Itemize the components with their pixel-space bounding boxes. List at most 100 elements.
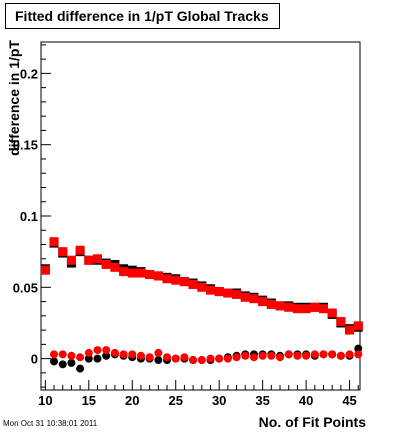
circle-marker — [267, 351, 276, 360]
square-marker — [266, 299, 276, 309]
circle-marker — [336, 351, 345, 360]
circle-marker — [67, 358, 76, 367]
circle-marker — [232, 353, 241, 362]
square-marker — [145, 269, 155, 279]
circle-marker — [163, 353, 172, 362]
square-marker — [345, 325, 355, 335]
circle-marker — [354, 350, 363, 359]
circle-marker — [145, 353, 154, 362]
square-marker — [66, 255, 76, 265]
circle-marker — [119, 350, 128, 359]
square-marker — [101, 259, 111, 269]
square-marker — [284, 302, 294, 312]
chart-title: Fitted difference in 1/pT Global Tracks — [5, 3, 280, 29]
circle-marker — [310, 350, 319, 359]
circle-marker — [189, 356, 198, 365]
square-marker — [310, 302, 320, 312]
square-marker — [75, 245, 85, 255]
circle-marker — [154, 356, 163, 365]
square-marker — [258, 297, 268, 307]
y-tick-label: 0.1 — [20, 209, 38, 224]
circle-marker — [84, 348, 93, 357]
square-marker — [232, 289, 242, 299]
circle-marker — [102, 346, 111, 355]
circle-marker — [93, 354, 102, 363]
y-tick-label: 0.05 — [13, 280, 38, 295]
circle-marker — [84, 354, 93, 363]
circle-marker — [154, 348, 163, 357]
square-marker — [92, 254, 102, 264]
circle-marker — [249, 353, 258, 362]
circle-marker — [50, 357, 59, 366]
circle-marker — [93, 346, 102, 355]
square-marker — [188, 279, 198, 289]
circle-marker — [345, 350, 354, 359]
y-tick-label: 0.15 — [13, 138, 38, 153]
series-2 — [40, 237, 363, 335]
series-4 — [50, 346, 363, 365]
circle-marker — [128, 350, 137, 359]
square-marker — [249, 294, 259, 304]
square-marker — [318, 304, 328, 314]
circle-marker — [293, 351, 302, 360]
circle-marker — [76, 353, 85, 362]
square-marker — [353, 321, 363, 331]
square-marker — [336, 317, 346, 327]
x-tick-label: 25 — [168, 393, 182, 408]
footer-timestamp: Mon Oct 31 10:38:01 2011 — [3, 419, 98, 428]
square-marker — [214, 287, 224, 297]
square-marker — [84, 255, 94, 265]
y-tick-label: 0.2 — [20, 66, 38, 81]
circle-marker — [319, 350, 328, 359]
circle-marker — [284, 350, 293, 359]
circle-marker — [215, 354, 224, 363]
circle-marker — [328, 350, 337, 359]
circle-marker — [58, 350, 67, 359]
square-marker — [110, 262, 120, 272]
circle-marker — [197, 356, 206, 365]
square-marker — [153, 271, 163, 281]
circle-marker — [67, 351, 76, 360]
x-tick-label: 10 — [38, 393, 52, 408]
square-marker — [127, 268, 137, 278]
circle-marker — [276, 353, 285, 362]
circle-marker — [171, 354, 180, 363]
square-marker — [179, 277, 189, 287]
circle-marker — [258, 351, 267, 360]
square-marker — [292, 304, 302, 314]
square-marker — [197, 282, 207, 292]
x-tick-label: 45 — [342, 393, 356, 408]
square-marker — [327, 308, 337, 318]
square-marker — [136, 268, 146, 278]
plot-frame — [40, 41, 361, 391]
circle-marker — [354, 344, 363, 353]
square-marker — [162, 274, 172, 284]
x-axis-title: No. of Fit Points — [259, 414, 367, 430]
x-tick-label: 35 — [255, 393, 269, 408]
square-marker — [58, 247, 68, 257]
square-marker — [275, 301, 285, 311]
square-marker — [223, 288, 233, 298]
square-marker — [301, 304, 311, 314]
square-marker — [205, 285, 215, 295]
y-axis-title: difference in 1/pT — [6, 40, 22, 156]
y-tick-label: 0 — [31, 352, 38, 367]
x-tick-label: 20 — [125, 393, 139, 408]
circle-marker — [76, 364, 85, 373]
circle-marker — [110, 348, 119, 357]
square-marker — [40, 265, 50, 275]
circle-marker — [206, 354, 215, 363]
square-marker — [119, 267, 129, 277]
x-tick-label: 30 — [212, 393, 226, 408]
circle-marker — [302, 351, 311, 360]
square-marker — [49, 237, 59, 247]
circle-marker — [223, 354, 232, 363]
square-marker — [240, 292, 250, 302]
x-tick-label: 40 — [299, 393, 313, 408]
x-tick-label: 15 — [82, 393, 96, 408]
circle-marker — [241, 351, 250, 360]
circle-marker — [58, 360, 67, 369]
circle-marker — [136, 351, 145, 360]
square-marker — [171, 275, 181, 285]
